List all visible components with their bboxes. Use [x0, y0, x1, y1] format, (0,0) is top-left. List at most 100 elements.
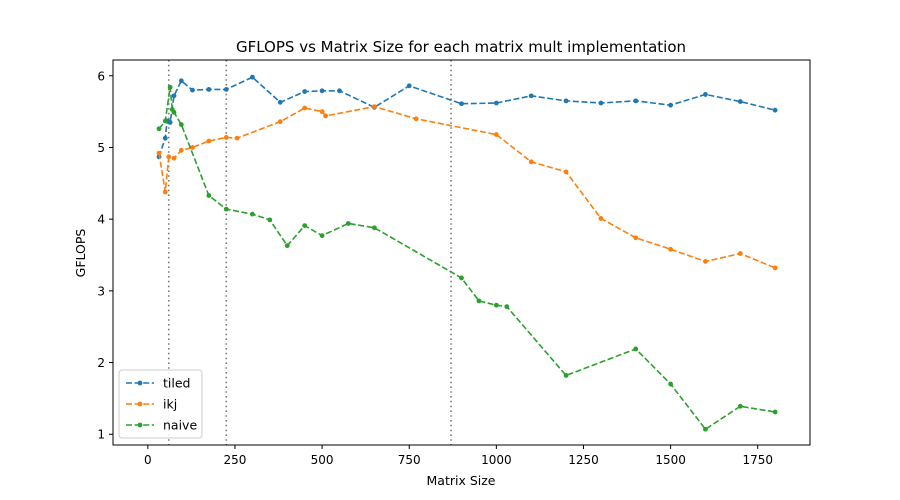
chart-title: GFLOPS vs Matrix Size for each matrix mu… [236, 38, 686, 56]
data-point-naive-5 [178, 122, 184, 127]
data-point-tiled-5 [171, 93, 177, 99]
legend-swatch-marker-naive [137, 422, 143, 428]
data-point-tiled-7 [190, 87, 195, 93]
data-point-tiled-23 [668, 102, 673, 108]
x-tick-label-500: 500 [311, 453, 334, 467]
legend-label-naive: naive [163, 418, 197, 433]
data-point-tiled-25 [737, 99, 743, 104]
data-point-tiled-8 [206, 86, 212, 92]
data-point-tiled-14 [337, 88, 342, 94]
data-point-ikj-5 [190, 145, 195, 150]
data-point-naive-0 [156, 126, 162, 132]
data-point-tiled-1 [162, 135, 168, 141]
y-axis-ticks: 1 2 3 4 5 6 [97, 69, 113, 442]
legend: tiled ikj naive [118, 369, 203, 439]
data-point-tiled-21 [598, 100, 604, 106]
data-point-naive-6 [206, 193, 212, 198]
data-point-naive-9 [267, 217, 273, 223]
series-layer [156, 74, 778, 432]
data-point-naive-19 [563, 373, 569, 378]
y-tick-label-6: 6 [97, 69, 105, 83]
plot-frame [112, 59, 811, 446]
data-point-ikj-9 [277, 119, 283, 125]
data-point-ikj-1 [162, 189, 168, 195]
data-point-naive-21 [668, 381, 673, 387]
data-point-tiled-17 [459, 101, 464, 107]
series-line-tiled [158, 76, 776, 158]
data-point-tiled-9 [223, 86, 229, 92]
data-point-ikj-12 [323, 113, 328, 119]
data-point-naive-16 [476, 298, 482, 304]
data-point-naive-23 [737, 403, 743, 409]
data-point-tiled-20 [563, 98, 569, 104]
data-point-ikj-17 [563, 169, 569, 175]
x-tick-label-250: 250 [224, 453, 247, 467]
data-point-naive-10 [284, 243, 290, 249]
y-axis-title: GFLOPS [73, 229, 88, 278]
legend-item-tiled: tiled [126, 376, 190, 391]
data-point-naive-1 [162, 118, 168, 124]
y-tick-label-2: 2 [97, 356, 105, 370]
data-point-ikj-15 [493, 132, 499, 137]
data-point-tiled-10 [250, 74, 255, 80]
data-point-naive-11 [302, 223, 308, 229]
data-point-tiled-26 [772, 107, 778, 113]
data-point-tiled-4 [167, 119, 173, 125]
data-point-naive-22 [703, 426, 708, 432]
x-tick-label-1250: 1250 [568, 453, 599, 467]
series-line-ikj [158, 105, 776, 269]
data-point-ikj-19 [633, 235, 639, 241]
data-point-tiled-11 [277, 99, 283, 105]
data-point-naive-20 [633, 346, 639, 352]
series-tiled [156, 74, 778, 160]
series-ikj [156, 104, 778, 271]
data-point-tiled-19 [528, 93, 534, 99]
x-axis-title: Matrix Size [427, 473, 496, 488]
data-point-ikj-16 [528, 159, 534, 165]
x-tick-label-1500: 1500 [655, 453, 686, 467]
data-point-ikj-18 [598, 216, 604, 221]
data-point-ikj-10 [302, 105, 308, 111]
legend-frame [118, 369, 203, 439]
data-point-ikj-4 [178, 147, 184, 153]
series-line-naive [158, 87, 776, 431]
data-point-ikj-14 [413, 116, 419, 122]
legend-label-tiled: tiled [163, 376, 190, 391]
legend-item-naive: naive [126, 418, 197, 433]
data-point-ikj-11 [319, 109, 325, 115]
data-point-tiled-13 [319, 88, 325, 94]
data-point-ikj-0 [156, 150, 162, 156]
data-point-tiled-24 [703, 92, 708, 97]
data-point-ikj-6 [206, 138, 212, 144]
data-point-ikj-21 [703, 259, 708, 264]
vertical-reference-lines [167, 60, 452, 445]
data-point-naive-17 [493, 302, 499, 308]
y-tick-label-3: 3 [97, 284, 105, 298]
data-point-tiled-12 [302, 89, 308, 94]
data-point-ikj-3 [171, 155, 177, 161]
y-tick-label-5: 5 [97, 141, 105, 155]
data-point-ikj-20 [668, 246, 673, 252]
legend-item-ikj: ikj [126, 397, 177, 412]
x-tick-label-750: 750 [398, 453, 421, 467]
legend-swatch-marker-ikj [137, 401, 143, 407]
data-point-naive-18 [504, 304, 510, 310]
data-point-naive-12 [319, 233, 325, 239]
data-point-ikj-13 [371, 104, 377, 110]
data-point-naive-24 [772, 409, 778, 415]
series-naive [156, 84, 778, 432]
data-point-naive-2 [167, 84, 173, 90]
data-point-ikj-22 [737, 251, 743, 256]
data-point-naive-7 [223, 206, 229, 212]
data-point-ikj-8 [234, 135, 240, 141]
data-point-naive-8 [250, 211, 255, 217]
data-point-tiled-22 [633, 98, 639, 104]
y-tick-label-4: 4 [97, 213, 105, 227]
legend-label-ikj: ikj [163, 397, 177, 412]
data-point-naive-4 [171, 109, 177, 115]
x-tick-label-1750: 1750 [742, 453, 773, 467]
data-point-ikj-7 [223, 135, 229, 140]
y-tick-label-1: 1 [97, 428, 105, 442]
data-point-naive-15 [459, 275, 464, 281]
